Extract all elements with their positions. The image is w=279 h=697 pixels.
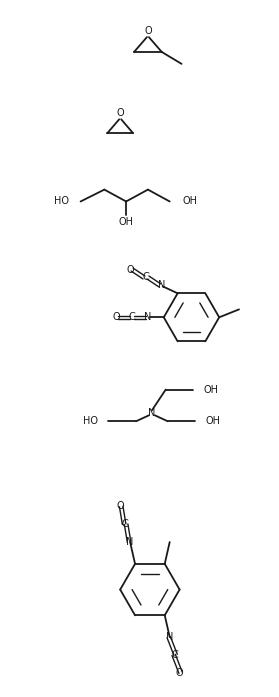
Text: OH: OH (203, 385, 218, 395)
Text: OH: OH (205, 416, 220, 427)
Text: N: N (166, 632, 173, 642)
Text: O: O (112, 312, 120, 322)
Text: O: O (126, 265, 134, 275)
Text: O: O (176, 668, 183, 677)
Text: N: N (158, 280, 165, 291)
Text: N: N (126, 537, 134, 547)
Text: C: C (129, 312, 135, 322)
Text: C: C (143, 273, 149, 282)
Text: OH: OH (119, 217, 134, 227)
Text: N: N (148, 408, 156, 418)
Text: O: O (144, 26, 152, 36)
Text: O: O (116, 501, 124, 512)
Text: HO: HO (54, 197, 69, 206)
Text: C: C (171, 650, 178, 660)
Text: OH: OH (182, 197, 198, 206)
Text: HO: HO (83, 416, 98, 427)
Text: O: O (116, 108, 124, 118)
Text: N: N (144, 312, 151, 322)
Text: C: C (122, 519, 129, 529)
